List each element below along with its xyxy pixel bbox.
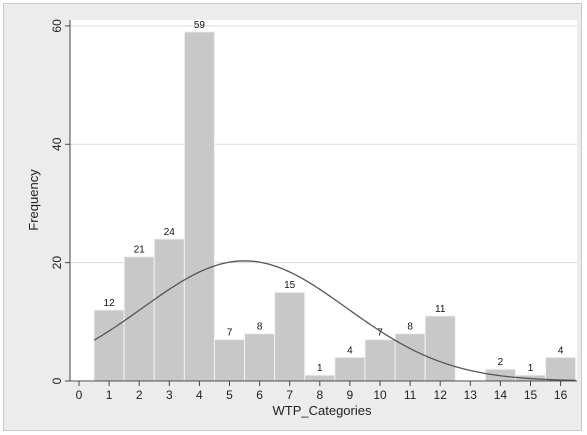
histogram-bar bbox=[304, 374, 336, 382]
bar-value-label: 4 bbox=[558, 345, 564, 356]
x-tick-label: 6 bbox=[256, 388, 263, 402]
bar-value-label: 8 bbox=[407, 322, 413, 333]
normal-density-curve bbox=[93, 260, 576, 382]
histogram-bar bbox=[274, 291, 306, 382]
x-tick-label: 16 bbox=[554, 388, 568, 402]
x-tick-label: 7 bbox=[286, 388, 293, 402]
x-tick-label: 13 bbox=[464, 388, 478, 402]
histogram-bar bbox=[364, 339, 396, 382]
x-tick-label: 12 bbox=[434, 388, 448, 402]
bar-value-label: 7 bbox=[377, 328, 383, 339]
bar-value-label: 12 bbox=[104, 298, 116, 309]
bar-value-label: 59 bbox=[194, 20, 206, 31]
bar-value-label: 7 bbox=[227, 328, 233, 339]
x-tick-label: 3 bbox=[166, 388, 173, 402]
bar-value-label: 1 bbox=[528, 363, 534, 374]
x-tick-label: 9 bbox=[347, 388, 354, 402]
histogram-bar bbox=[244, 333, 276, 382]
bar-value-label: 15 bbox=[284, 280, 296, 291]
bar-value-label: 11 bbox=[435, 304, 446, 315]
histogram-bar bbox=[334, 356, 366, 382]
y-tick-label: 40 bbox=[50, 137, 64, 151]
histogram-bar bbox=[545, 356, 577, 382]
y-axis-title: Frequency bbox=[26, 169, 41, 231]
bar-value-label: 4 bbox=[347, 345, 353, 356]
bar-value-label: 21 bbox=[134, 245, 146, 256]
y-tick-label: 0 bbox=[50, 377, 64, 384]
bar-value-label: 24 bbox=[164, 227, 176, 238]
x-tick-label: 8 bbox=[316, 388, 323, 402]
normal-curve bbox=[93, 260, 576, 382]
x-tick-label: 5 bbox=[226, 388, 233, 402]
x-tick-label: 10 bbox=[373, 388, 387, 402]
x-axis-title: WTP_Categories bbox=[273, 403, 372, 418]
histogram-bar bbox=[183, 31, 215, 382]
x-tick-label: 1 bbox=[106, 388, 113, 402]
x-tick-label: 0 bbox=[76, 388, 83, 402]
histogram-bar bbox=[213, 339, 246, 382]
bar-value-label: 8 bbox=[257, 322, 263, 333]
bar-value-label: 1 bbox=[317, 363, 323, 374]
histogram-bar bbox=[93, 309, 125, 382]
y-tick-label: 60 bbox=[50, 19, 64, 33]
x-tick-label: 14 bbox=[494, 388, 508, 402]
x-tick-label: 11 bbox=[404, 388, 417, 402]
axes bbox=[69, 20, 577, 382]
x-tick-label: 4 bbox=[196, 388, 203, 402]
bar-value-label: 2 bbox=[498, 357, 504, 368]
x-tick-label: 15 bbox=[524, 388, 538, 402]
histogram-bar bbox=[123, 256, 155, 382]
histogram-bar bbox=[424, 315, 456, 382]
histogram-bar bbox=[394, 333, 426, 382]
x-tick-label: 2 bbox=[136, 388, 143, 402]
y-tick-label: 20 bbox=[50, 256, 64, 270]
histogram-bar bbox=[153, 238, 185, 382]
